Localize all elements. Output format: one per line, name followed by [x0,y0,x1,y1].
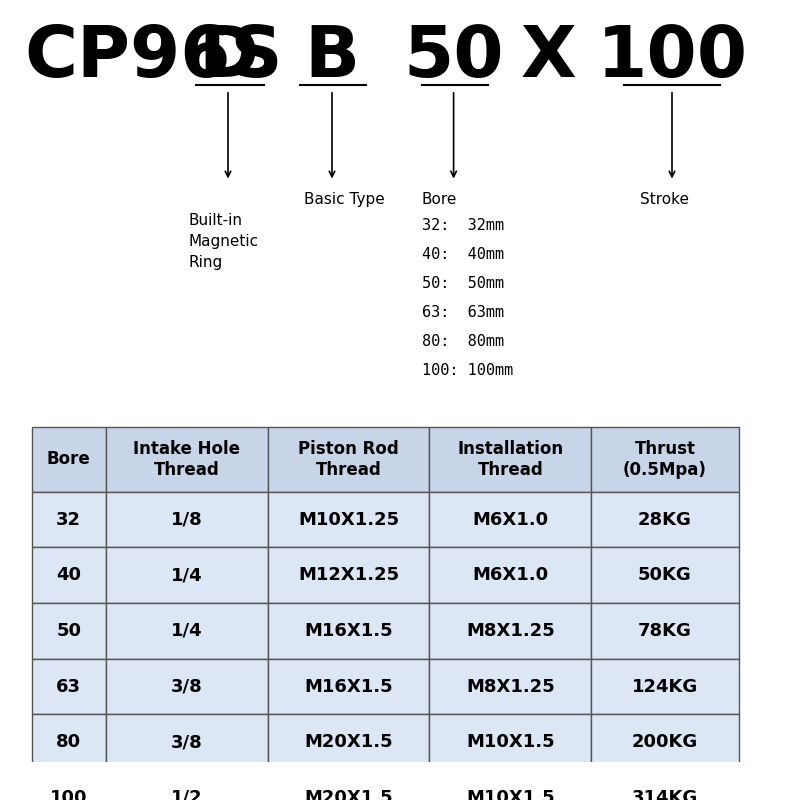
FancyBboxPatch shape [32,714,106,770]
Text: 124KG: 124KG [632,678,698,695]
Text: 100: 100mm: 100: 100mm [422,363,513,378]
Text: 1/4: 1/4 [170,566,202,584]
FancyBboxPatch shape [32,492,106,547]
FancyBboxPatch shape [32,770,106,800]
Text: M6X1.0: M6X1.0 [472,566,549,584]
Text: 1/8: 1/8 [170,510,202,529]
Text: M8X1.25: M8X1.25 [466,622,554,640]
Text: CP96S: CP96S [24,22,282,92]
FancyBboxPatch shape [591,547,738,603]
Text: M20X1.5: M20X1.5 [304,733,393,751]
Text: M6X1.0: M6X1.0 [472,510,549,529]
FancyBboxPatch shape [430,547,591,603]
Text: 32:  32mm: 32: 32mm [422,218,504,233]
Text: 314KG: 314KG [632,789,698,800]
FancyBboxPatch shape [32,427,106,492]
Text: D: D [198,22,258,92]
FancyBboxPatch shape [267,547,430,603]
Text: 50: 50 [403,22,504,92]
FancyBboxPatch shape [430,427,591,492]
Text: 50: 50 [56,622,82,640]
Text: Piston Rod
Thread: Piston Rod Thread [298,440,399,478]
FancyBboxPatch shape [267,427,430,492]
FancyBboxPatch shape [32,547,106,603]
Text: M10X1.5: M10X1.5 [466,733,554,751]
FancyBboxPatch shape [591,658,738,714]
Text: 32: 32 [56,510,82,529]
Text: 50:  50mm: 50: 50mm [422,276,504,291]
Text: 200KG: 200KG [632,733,698,751]
Text: M10X1.5: M10X1.5 [466,789,554,800]
Text: 80: 80 [56,733,82,751]
Text: 3/8: 3/8 [170,678,202,695]
Text: 40:  40mm: 40: 40mm [422,247,504,262]
FancyBboxPatch shape [430,492,591,547]
FancyBboxPatch shape [591,603,738,658]
Text: M16X1.5: M16X1.5 [304,622,393,640]
FancyBboxPatch shape [591,770,738,800]
FancyBboxPatch shape [591,492,738,547]
Text: 63: 63 [56,678,82,695]
Text: 63:  63mm: 63: 63mm [422,305,504,320]
Text: Intake Hole
Thread: Intake Hole Thread [133,440,240,478]
Text: 3/8: 3/8 [170,733,202,751]
FancyBboxPatch shape [267,603,430,658]
Text: 1/2: 1/2 [170,789,202,800]
FancyBboxPatch shape [267,714,430,770]
Text: M10X1.25: M10X1.25 [298,510,399,529]
Text: 100: 100 [597,22,747,92]
Text: X: X [520,22,576,92]
FancyBboxPatch shape [32,603,106,658]
Text: Bore: Bore [47,450,90,468]
Text: M20X1.5: M20X1.5 [304,789,393,800]
FancyBboxPatch shape [106,427,267,492]
FancyBboxPatch shape [430,658,591,714]
FancyBboxPatch shape [106,492,267,547]
Text: 1/4: 1/4 [170,622,202,640]
Text: M8X1.25: M8X1.25 [466,678,554,695]
FancyBboxPatch shape [106,547,267,603]
Text: B: B [305,22,359,92]
Text: M16X1.5: M16X1.5 [304,678,393,695]
FancyBboxPatch shape [106,770,267,800]
Text: Basic Type: Basic Type [304,192,385,207]
FancyBboxPatch shape [430,603,591,658]
FancyBboxPatch shape [430,714,591,770]
Text: 78KG: 78KG [638,622,692,640]
Text: Bore: Bore [422,192,457,207]
Text: Stroke: Stroke [640,192,689,207]
Text: 40: 40 [56,566,82,584]
Text: 28KG: 28KG [638,510,692,529]
Text: Thrust
(0.5Mpa): Thrust (0.5Mpa) [623,440,707,478]
Text: 50KG: 50KG [638,566,692,584]
Text: Built-in
Magnetic
Ring: Built-in Magnetic Ring [188,214,258,270]
Text: M12X1.25: M12X1.25 [298,566,399,584]
FancyBboxPatch shape [267,770,430,800]
FancyBboxPatch shape [430,770,591,800]
FancyBboxPatch shape [591,427,738,492]
FancyBboxPatch shape [267,492,430,547]
Text: 100: 100 [50,789,87,800]
FancyBboxPatch shape [106,603,267,658]
FancyBboxPatch shape [591,714,738,770]
FancyBboxPatch shape [267,658,430,714]
FancyBboxPatch shape [106,658,267,714]
Text: 80:  80mm: 80: 80mm [422,334,504,349]
FancyBboxPatch shape [32,658,106,714]
Text: Installation
Thread: Installation Thread [458,440,563,478]
FancyBboxPatch shape [106,714,267,770]
